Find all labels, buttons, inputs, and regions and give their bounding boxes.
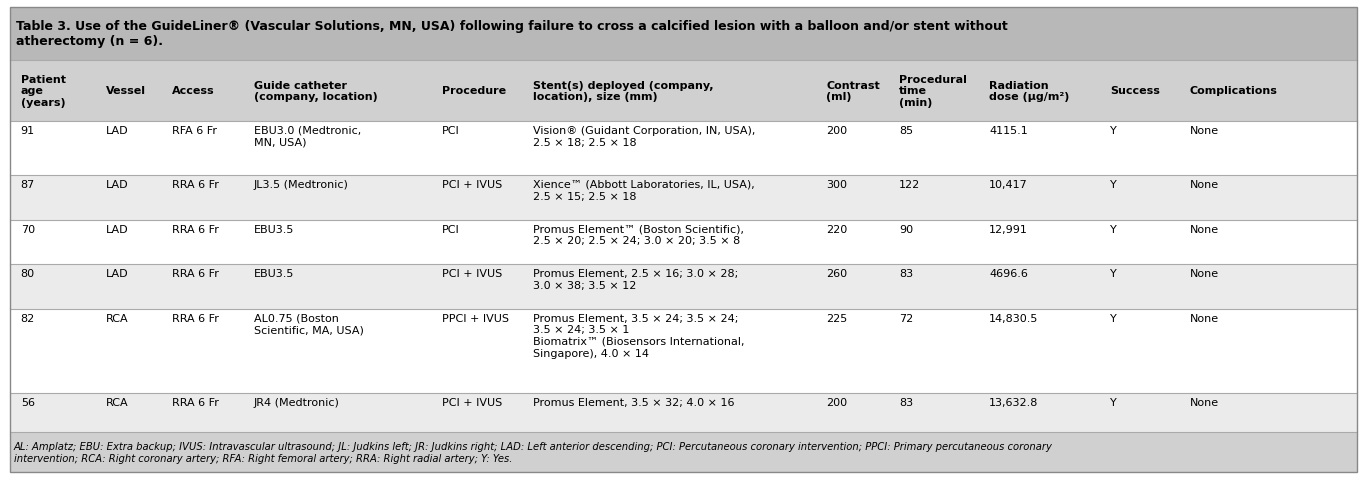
Text: 83: 83 bbox=[899, 397, 913, 408]
Text: 70: 70 bbox=[21, 224, 36, 234]
Bar bbox=[10, 432, 1357, 472]
Text: Y: Y bbox=[1110, 313, 1117, 323]
Text: Promus Element™ (Boston Scientific),
2.5 × 20; 2.5 × 24; 3.0 × 20; 3.5 × 8: Promus Element™ (Boston Scientific), 2.5… bbox=[533, 224, 744, 246]
Text: Y: Y bbox=[1110, 126, 1117, 136]
Text: Vessel: Vessel bbox=[105, 86, 146, 96]
Text: EBU3.5: EBU3.5 bbox=[254, 269, 294, 278]
Text: RCA: RCA bbox=[105, 397, 128, 408]
Text: 90: 90 bbox=[899, 224, 913, 234]
Text: Procedure: Procedure bbox=[443, 86, 506, 96]
Text: Patient
age
(years): Patient age (years) bbox=[21, 74, 66, 108]
Text: Access: Access bbox=[172, 86, 215, 96]
Bar bbox=[10, 394, 1357, 432]
Text: Contrast
(ml): Contrast (ml) bbox=[826, 81, 880, 102]
Bar bbox=[10, 309, 1357, 394]
Text: AL0.75 (Boston
Scientific, MA, USA): AL0.75 (Boston Scientific, MA, USA) bbox=[254, 313, 364, 335]
Text: 56: 56 bbox=[21, 397, 34, 408]
Text: 220: 220 bbox=[826, 224, 848, 234]
Text: Y: Y bbox=[1110, 180, 1117, 190]
Text: EBU3.0 (Medtronic,
MN, USA): EBU3.0 (Medtronic, MN, USA) bbox=[254, 126, 361, 147]
Text: PPCI + IVUS: PPCI + IVUS bbox=[443, 313, 510, 323]
Text: LAD: LAD bbox=[105, 269, 128, 278]
Text: None: None bbox=[1189, 397, 1219, 408]
Text: PCI + IVUS: PCI + IVUS bbox=[443, 269, 503, 278]
Text: Complications: Complications bbox=[1189, 86, 1278, 96]
Text: Y: Y bbox=[1110, 397, 1117, 408]
Text: Promus Element, 2.5 × 16; 3.0 × 28;
3.0 × 38; 3.5 × 12: Promus Element, 2.5 × 16; 3.0 × 28; 3.0 … bbox=[533, 269, 738, 290]
Text: Stent(s) deployed (company,
location), size (mm): Stent(s) deployed (company, location), s… bbox=[533, 81, 714, 102]
Text: Guide catheter
(company, location): Guide catheter (company, location) bbox=[254, 81, 377, 102]
Text: None: None bbox=[1189, 224, 1219, 234]
Text: Promus Element, 3.5 × 24; 3.5 × 24;
3.5 × 24; 3.5 × 1
Biomatrix™ (Biosensors Int: Promus Element, 3.5 × 24; 3.5 × 24; 3.5 … bbox=[533, 313, 744, 358]
Text: Xience™ (Abbott Laboratories, IL, USA),
2.5 × 15; 2.5 × 18: Xience™ (Abbott Laboratories, IL, USA), … bbox=[533, 180, 755, 201]
Text: RRA 6 Fr: RRA 6 Fr bbox=[172, 269, 219, 278]
Text: RRA 6 Fr: RRA 6 Fr bbox=[172, 180, 219, 190]
Text: RFA 6 Fr: RFA 6 Fr bbox=[172, 126, 216, 136]
Text: 10,417: 10,417 bbox=[990, 180, 1028, 190]
Text: 225: 225 bbox=[826, 313, 848, 323]
Text: 4696.6: 4696.6 bbox=[990, 269, 1028, 278]
Text: RRA 6 Fr: RRA 6 Fr bbox=[172, 224, 219, 234]
Bar bbox=[10, 220, 1357, 264]
Text: 85: 85 bbox=[899, 126, 913, 136]
Text: None: None bbox=[1189, 180, 1219, 190]
Text: PCI + IVUS: PCI + IVUS bbox=[443, 397, 503, 408]
Bar bbox=[10, 264, 1357, 309]
Text: None: None bbox=[1189, 313, 1219, 323]
Text: PCI + IVUS: PCI + IVUS bbox=[443, 180, 503, 190]
Text: Y: Y bbox=[1110, 269, 1117, 278]
Text: 82: 82 bbox=[21, 313, 36, 323]
Text: 4115.1: 4115.1 bbox=[990, 126, 1028, 136]
Text: None: None bbox=[1189, 269, 1219, 278]
Text: PCI: PCI bbox=[443, 224, 461, 234]
Text: 200: 200 bbox=[826, 397, 848, 408]
Text: 200: 200 bbox=[826, 126, 848, 136]
Text: 87: 87 bbox=[21, 180, 36, 190]
Text: None: None bbox=[1189, 126, 1219, 136]
Text: RRA 6 Fr: RRA 6 Fr bbox=[172, 397, 219, 408]
Bar bbox=[10, 60, 1357, 121]
Text: JR4 (Medtronic): JR4 (Medtronic) bbox=[254, 397, 339, 408]
Text: RCA: RCA bbox=[105, 313, 128, 323]
Text: JL3.5 (Medtronic): JL3.5 (Medtronic) bbox=[254, 180, 349, 190]
Bar bbox=[10, 8, 1357, 60]
Text: 300: 300 bbox=[826, 180, 848, 190]
Text: Success: Success bbox=[1110, 86, 1161, 96]
Text: LAD: LAD bbox=[105, 126, 128, 136]
Text: 72: 72 bbox=[899, 313, 913, 323]
Text: PCI: PCI bbox=[443, 126, 461, 136]
Text: LAD: LAD bbox=[105, 224, 128, 234]
Text: Y: Y bbox=[1110, 224, 1117, 234]
Text: 260: 260 bbox=[826, 269, 848, 278]
Text: Radiation
dose (µg/m²): Radiation dose (µg/m²) bbox=[990, 81, 1069, 102]
Text: AL: Amplatz; EBU: Extra backup; IVUS: Intravascular ultrasound; JL: Judkins left: AL: Amplatz; EBU: Extra backup; IVUS: In… bbox=[14, 441, 1053, 463]
Text: 83: 83 bbox=[899, 269, 913, 278]
Bar bbox=[10, 176, 1357, 220]
Text: RRA 6 Fr: RRA 6 Fr bbox=[172, 313, 219, 323]
Text: 91: 91 bbox=[21, 126, 36, 136]
Text: Promus Element, 3.5 × 32; 4.0 × 16: Promus Element, 3.5 × 32; 4.0 × 16 bbox=[533, 397, 734, 408]
Text: Vision® (Guidant Corporation, IN, USA),
2.5 × 18; 2.5 × 18: Vision® (Guidant Corporation, IN, USA), … bbox=[533, 126, 755, 147]
Text: 13,632.8: 13,632.8 bbox=[990, 397, 1039, 408]
Text: Procedural
time
(min): Procedural time (min) bbox=[899, 74, 966, 108]
Text: 122: 122 bbox=[899, 180, 920, 190]
Text: 14,830.5: 14,830.5 bbox=[990, 313, 1039, 323]
Text: 12,991: 12,991 bbox=[990, 224, 1028, 234]
Text: LAD: LAD bbox=[105, 180, 128, 190]
Text: 80: 80 bbox=[21, 269, 36, 278]
Text: Table 3. Use of the GuideLiner® (Vascular Solutions, MN, USA) following failure : Table 3. Use of the GuideLiner® (Vascula… bbox=[16, 20, 1007, 48]
Text: EBU3.5: EBU3.5 bbox=[254, 224, 294, 234]
Bar bbox=[10, 121, 1357, 176]
